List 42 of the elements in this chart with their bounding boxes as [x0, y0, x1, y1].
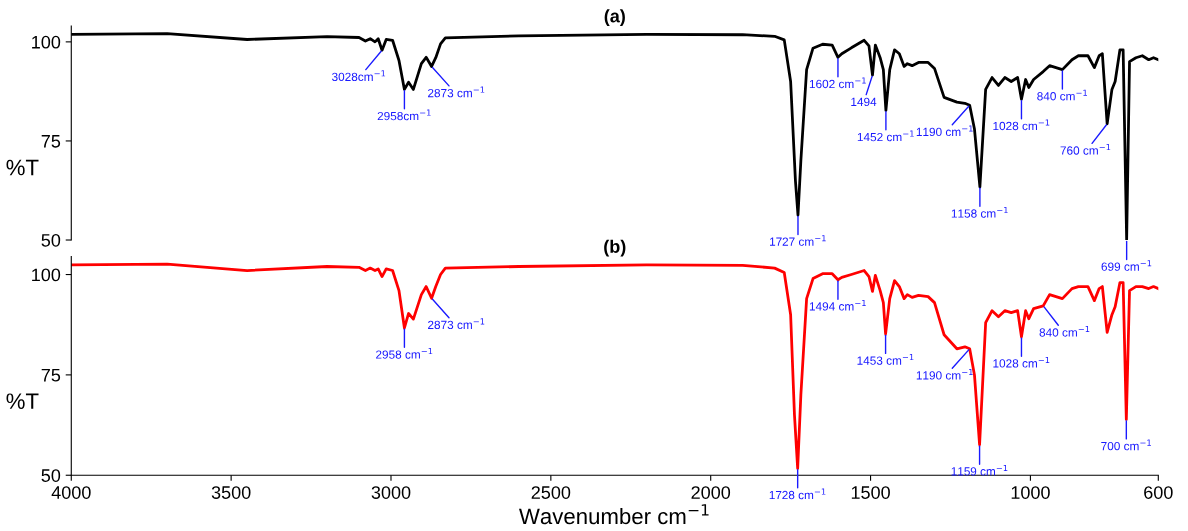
annotation: 840 cm$^{−1}$ [1039, 326, 1090, 337]
x-tick-label: 600 [1144, 486, 1173, 499]
x-tick-label: 1000 [1011, 486, 1050, 499]
annotation: 1028 cm$^{−1}$ [993, 356, 1050, 368]
annotation: 3028cm$^{−1}$ [332, 70, 386, 82]
y-tick-label: 50 [41, 469, 61, 482]
annotation: 1453 cm$^{−1}$ [857, 354, 914, 365]
annotation: 1728 cm$^{−1}$ [769, 488, 826, 500]
annotation: 1452 cm$^{−1}$ [857, 130, 914, 142]
annotation: 1028 cm$^{−1}$ [993, 119, 1050, 131]
y-tick-label: 50 [41, 233, 61, 247]
chart-title: (a) [604, 9, 625, 27]
annotation: 760 cm$^{−1}$ [1060, 144, 1111, 155]
annotation: 1190 cm$^{−1}$ [916, 125, 973, 137]
annotation: 2873 cm$^{−1}$ [428, 318, 485, 330]
annotation: 1494 [851, 97, 877, 107]
annotation: 2873 cm$^{−1}$ [428, 86, 485, 98]
x-tick-label: 4000 [51, 486, 91, 499]
y-tick-label: 100 [32, 35, 61, 49]
annotation: 1494 cm$^{−1}$ [809, 299, 866, 311]
annotation: 1602 cm$^{−1}$ [809, 77, 866, 89]
y-tick-label: 75 [41, 369, 61, 382]
x-tick-label: 1500 [851, 486, 890, 499]
y-tick-label: 75 [41, 135, 61, 148]
x-tick-label: 2500 [531, 486, 571, 499]
annotation: 840 cm$^{−1}$ [1037, 89, 1087, 101]
x-tick-label: 3500 [211, 486, 251, 499]
annotation: 1158 cm$^{−1}$ [951, 207, 1008, 218]
annotation: 700 cm$^{−1}$ [1101, 439, 1151, 451]
annotation: 699 cm$^{−1}$ [1101, 260, 1152, 271]
annotation: 2958cm$^{−1}$ [377, 109, 431, 121]
y-axis-title: %T [6, 159, 39, 176]
x-axis-title: Wavenumber cm$^{−1}$ [519, 504, 709, 525]
chart-title: (b) [604, 239, 626, 257]
annotation: 2958 cm$^{−1}$ [376, 348, 433, 359]
annotation: 1190 cm$^{−1}$ [916, 368, 973, 380]
x-tick-label: 3000 [371, 486, 411, 499]
annotation: 1159 cm$^{−1}$ [951, 464, 1008, 476]
y-axis-title: %T [6, 393, 39, 409]
y-tick-label: 100 [32, 268, 61, 282]
x-tick-label: 2000 [691, 486, 731, 499]
annotation: 1727 cm$^{−1}$ [770, 235, 826, 246]
